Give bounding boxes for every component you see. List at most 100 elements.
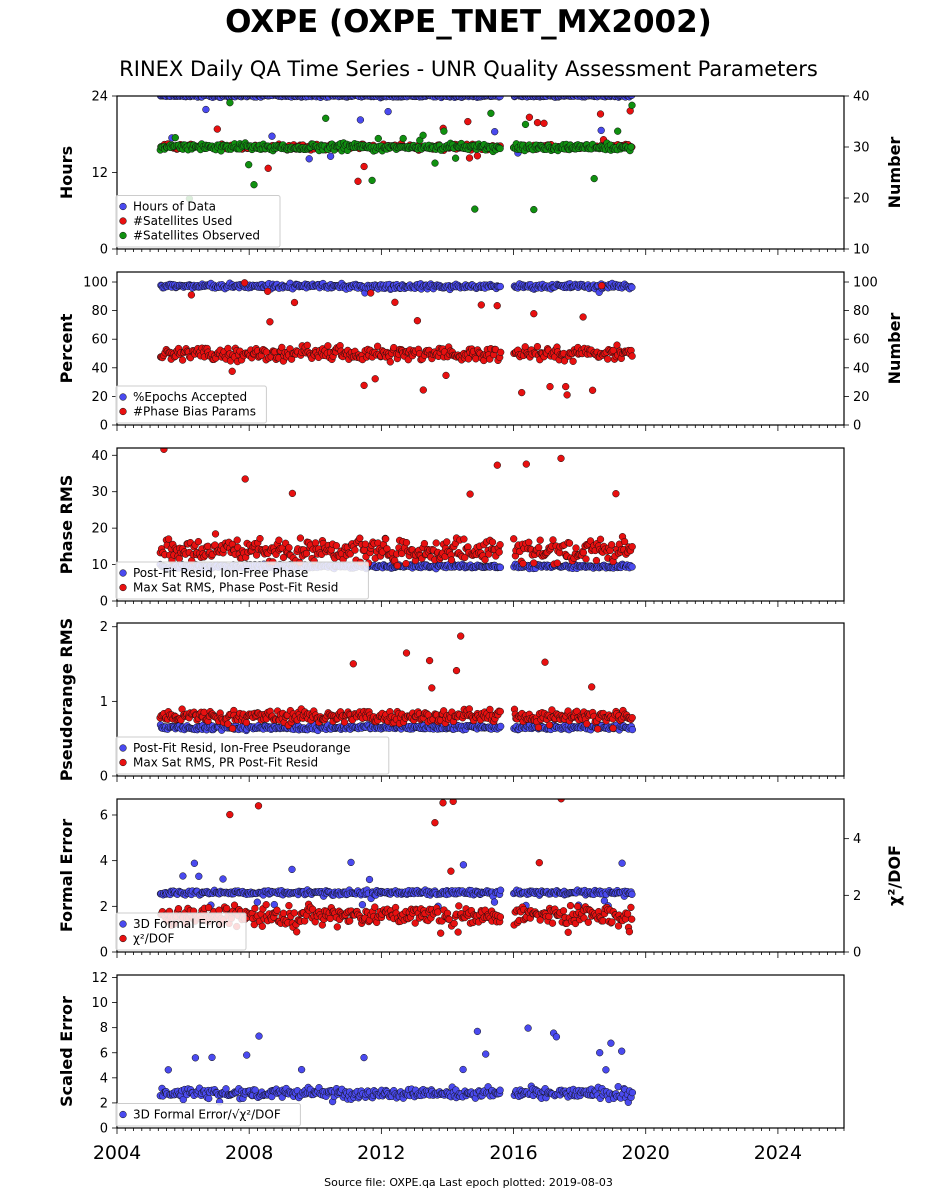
data-point	[496, 282, 504, 291]
y-tick-label: 0	[100, 419, 108, 434]
data-point	[628, 283, 636, 291]
data-point	[373, 342, 382, 350]
data-point	[241, 475, 249, 483]
data-point	[264, 287, 272, 295]
data-point	[573, 902, 582, 911]
data-point	[204, 903, 213, 912]
data-point	[223, 904, 231, 913]
page-title: OXPE (OXPE_TNET_MX2002)	[225, 4, 712, 40]
y-tick-label: 2	[100, 620, 108, 635]
data-point	[290, 298, 299, 307]
y-tick-label: 24	[91, 90, 108, 105]
data-point	[628, 714, 636, 722]
legend-entry: Hours of Data	[133, 200, 216, 214]
data-point	[208, 1053, 216, 1062]
y-tick-label: 12	[91, 166, 108, 181]
y2-tick-label: 10	[853, 243, 870, 258]
data-point	[588, 386, 597, 394]
data-point	[496, 707, 504, 716]
data-point	[425, 656, 434, 665]
data-point	[497, 348, 505, 356]
data-point	[628, 96, 636, 99]
data-point	[288, 489, 297, 498]
legend: Hours of Data#Satellites Used#Satellites…	[115, 195, 281, 248]
data-point	[266, 318, 274, 326]
data-point	[458, 251, 465, 258]
data-point	[431, 819, 439, 827]
data-point	[442, 371, 450, 380]
data-point	[519, 559, 527, 568]
data-point	[333, 923, 341, 931]
data-point	[233, 536, 241, 544]
data-point	[583, 720, 591, 728]
data-point	[351, 85, 358, 92]
data-point	[465, 705, 473, 713]
data-point	[490, 898, 499, 906]
data-point	[572, 544, 580, 552]
data-point	[582, 555, 590, 563]
y2-axis-label: Number	[885, 137, 904, 209]
data-point	[402, 538, 411, 547]
data-point	[368, 176, 376, 185]
data-point	[486, 705, 494, 714]
data-point	[365, 875, 374, 884]
y2-tick-label: 20	[853, 192, 870, 207]
data-point	[496, 541, 504, 549]
data-point	[566, 901, 575, 910]
data-point	[445, 915, 453, 924]
data-point	[419, 131, 427, 139]
y2-tick-label: 60	[853, 333, 870, 348]
data-point	[178, 356, 187, 364]
points-group	[156, 799, 636, 937]
y2-tick-label: 20	[853, 390, 870, 405]
data-point	[271, 83, 278, 90]
data-point	[584, 918, 592, 926]
points-group	[156, 632, 637, 735]
data-point	[275, 536, 283, 544]
y2-tick-label: 80	[853, 304, 870, 319]
data-point	[254, 802, 263, 810]
data-point	[358, 901, 367, 909]
data-point	[525, 113, 534, 121]
data-point	[332, 542, 341, 550]
data-point	[290, 263, 297, 270]
data-point	[291, 400, 298, 407]
data-point	[290, 87, 297, 94]
data-point	[521, 120, 530, 129]
data-point	[443, 538, 451, 546]
data-point	[628, 352, 636, 360]
data-point	[195, 872, 203, 880]
legend-entry: Post-Fit Resid, Ion-Free Phase	[133, 566, 308, 580]
y-axis-label: Pseudorange RMS	[57, 618, 76, 781]
data-point	[441, 78, 448, 85]
data-point	[592, 556, 601, 565]
data-point	[219, 875, 227, 883]
data-point	[171, 134, 179, 142]
legend-entry: #Phase Bias Params	[133, 405, 256, 419]
y2-tick-label: 100	[853, 276, 878, 291]
data-point	[360, 381, 368, 390]
y-tick-label: 0	[100, 770, 108, 785]
data-point	[569, 357, 577, 365]
data-point	[190, 859, 199, 867]
points-group	[156, 400, 636, 573]
data-point	[559, 907, 568, 915]
y2-tick-label: 0	[853, 419, 861, 434]
legend-marker	[119, 217, 127, 225]
data-point	[525, 538, 533, 546]
y2-tick-label: 0	[853, 946, 861, 961]
data-point	[464, 117, 472, 126]
data-point	[311, 539, 320, 547]
legend-marker	[119, 407, 127, 416]
data-point	[267, 264, 274, 271]
y-tick-label: 100	[83, 276, 108, 291]
data-point	[202, 105, 210, 114]
data-point	[356, 116, 365, 124]
data-point	[596, 110, 605, 118]
data-point	[262, 901, 270, 909]
data-point	[432, 539, 440, 547]
